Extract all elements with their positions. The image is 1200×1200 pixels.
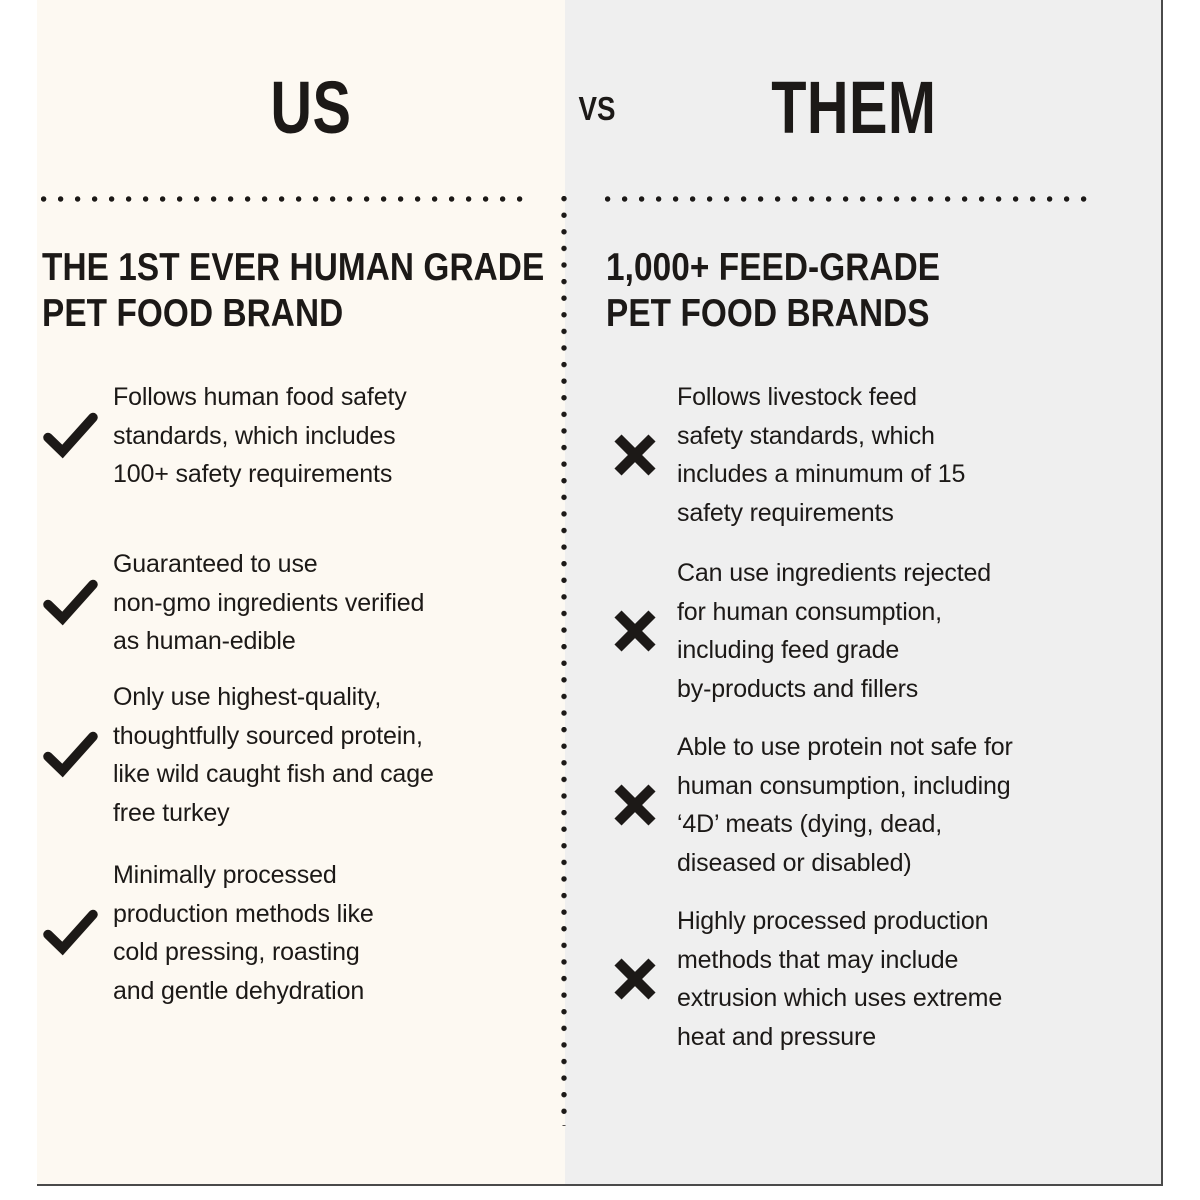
list-item-text: Follows human food safety standards, whi…: [113, 383, 407, 489]
versus-separator: VS: [542, 92, 652, 125]
comparison-panel: US THE 1ST EVER HUMAN GRADE PET FOOD BRA…: [37, 0, 1163, 1186]
list-item: Follows human food safety standards, whi…: [37, 378, 565, 494]
check-icon: [43, 575, 99, 631]
us-subheading: THE 1ST EVER HUMAN GRADE PET FOOD BRAND: [42, 246, 545, 335]
us-header: US: [37, 68, 787, 148]
them-header-label: THEM: [771, 66, 937, 149]
check-icon: [43, 727, 99, 783]
list-item: Can use ingredients rejected for human c…: [565, 554, 1161, 708]
column-divider: [561, 196, 567, 1126]
versus-label: VS: [578, 90, 616, 127]
list-item-text: Can use ingredients rejected for human c…: [677, 559, 992, 703]
cross-icon: [607, 603, 663, 659]
check-icon: [43, 408, 99, 464]
us-header-label: US: [270, 66, 352, 149]
them-header: THEM: [565, 66, 1161, 149]
check-icon: [43, 905, 99, 961]
us-column: US THE 1ST EVER HUMAN GRADE PET FOOD BRA…: [37, 0, 565, 1184]
list-item: Able to use protein not safe for human c…: [565, 728, 1161, 882]
list-item-text: Guaranteed to use non-gmo ingredients ve…: [113, 550, 425, 656]
us-dotted-rule: [41, 196, 531, 202]
list-item-text: Follows livestock feed safety standards,…: [677, 383, 966, 527]
cross-icon: [607, 777, 663, 833]
list-item-text: Able to use protein not safe for human c…: [677, 733, 1013, 877]
us-benefit-list: Follows human food safety standards, whi…: [37, 378, 565, 1010]
list-item-text: Highly processed production methods that…: [677, 907, 1003, 1051]
list-item: Only use highest-quality, thoughtfully s…: [37, 678, 565, 832]
cross-icon: [607, 427, 663, 483]
list-item: Highly processed production methods that…: [565, 902, 1161, 1056]
list-item-text: Only use highest-quality, thoughtfully s…: [113, 683, 434, 827]
them-subheading: 1,000+ FEED-GRADE PET FOOD BRANDS: [606, 246, 941, 335]
list-item: Guaranteed to use non-gmo ingredients ve…: [37, 546, 565, 660]
them-dotted-rule: [605, 196, 1092, 202]
cross-icon: [607, 951, 663, 1007]
list-item: Minimally processed production methods l…: [37, 856, 565, 1010]
them-column: THEM 1,000+ FEED-GRADE PET FOOD BRANDS F…: [565, 0, 1161, 1184]
them-drawback-list: Follows livestock feed safety standards,…: [565, 378, 1161, 1056]
list-item-text: Minimally processed production methods l…: [113, 861, 374, 1005]
list-item: Follows livestock feed safety standards,…: [565, 378, 1161, 532]
